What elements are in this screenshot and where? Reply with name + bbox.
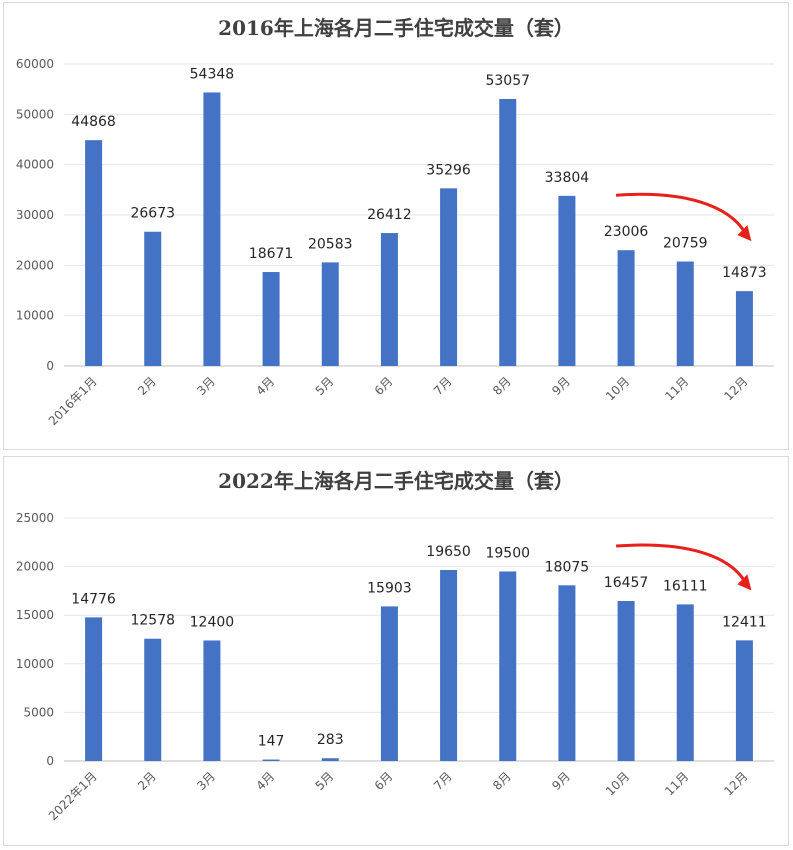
bar-6 — [380, 233, 398, 366]
bar-10 — [617, 601, 635, 761]
data-label: 18671 — [249, 246, 294, 262]
bar-4 — [262, 759, 280, 761]
bar-4 — [262, 272, 280, 366]
x-tick-label: 8月 — [490, 374, 514, 398]
x-tick-label: 12月 — [721, 769, 750, 798]
data-label: 54348 — [190, 66, 235, 82]
bar-5 — [321, 758, 339, 761]
trend-arrow-head — [737, 574, 752, 591]
x-tick-label: 2022年1月 — [46, 769, 100, 823]
x-tick-label: 3月 — [194, 374, 218, 398]
y-tick-label: 20000 — [16, 560, 54, 574]
x-tick-label: 11月 — [662, 374, 691, 403]
data-label: 19650 — [426, 544, 471, 560]
y-tick-label: 5000 — [23, 705, 54, 719]
bar-9 — [558, 585, 576, 761]
bar-12 — [735, 291, 753, 366]
y-tick-label: 0 — [46, 754, 54, 768]
y-tick-label: 40000 — [16, 158, 54, 172]
x-tick-label: 9月 — [549, 769, 573, 793]
bar-11 — [676, 604, 694, 761]
bar-10 — [617, 250, 635, 366]
data-label: 20759 — [663, 236, 708, 252]
y-tick-label: 10000 — [16, 657, 54, 671]
x-tick-label: 6月 — [372, 769, 396, 793]
bar-12 — [735, 640, 753, 761]
x-tick-label: 6月 — [372, 374, 396, 398]
bar-2 — [144, 231, 162, 366]
bar-9 — [558, 195, 576, 366]
bar-7 — [440, 188, 458, 366]
bar-8 — [499, 98, 517, 366]
y-tick-label: 60000 — [16, 57, 54, 71]
data-label: 12578 — [130, 613, 175, 629]
bar-1 — [85, 140, 103, 366]
data-label: 14873 — [722, 265, 767, 281]
data-label: 14776 — [71, 591, 116, 607]
data-label: 18075 — [545, 559, 590, 575]
bar-6 — [380, 606, 398, 761]
y-tick-label: 0 — [46, 359, 54, 373]
y-tick-label: 20000 — [16, 258, 54, 272]
y-tick-label: 25000 — [16, 511, 54, 525]
y-tick-label: 10000 — [16, 309, 54, 323]
data-label: 147 — [258, 734, 285, 750]
x-tick-label: 2月 — [135, 769, 159, 793]
bar-1 — [85, 617, 103, 761]
y-tick-label: 15000 — [16, 608, 54, 622]
data-label: 44868 — [71, 114, 116, 130]
x-tick-label: 5月 — [313, 374, 337, 398]
data-label: 16457 — [604, 575, 649, 591]
bar-3 — [203, 640, 221, 761]
x-tick-label: 3月 — [194, 769, 218, 793]
chart-2016: 2016年上海各月二手住宅成交量（套） 0 10000 20000 30000 4000… — [16, 16, 774, 428]
x-tick-label: 7月 — [431, 374, 455, 398]
chart-panel-2016: 2016年上海各月二手住宅成交量（套） 0 10000 20000 30000 4000… — [3, 2, 789, 450]
data-label: 283 — [317, 732, 344, 748]
y-tick-label: 30000 — [16, 208, 54, 222]
data-label: 20583 — [308, 236, 353, 252]
data-label: 26412 — [367, 207, 412, 223]
y-tick-label: 50000 — [16, 107, 54, 121]
bar-11 — [676, 261, 694, 366]
x-tick-label: 5月 — [313, 769, 337, 793]
trend-arrow-head — [737, 225, 752, 242]
bar-3 — [203, 92, 221, 367]
data-label: 15903 — [367, 580, 412, 596]
bar-2 — [144, 638, 162, 761]
x-tick-label: 9月 — [549, 374, 573, 398]
chart-title: 2022年上海各月二手住宅成交量（套） — [218, 469, 574, 493]
x-tick-label: 8月 — [490, 769, 514, 793]
x-tick-label: 11月 — [662, 769, 691, 798]
chart-title: 2016年上海各月二手住宅成交量（套） — [218, 16, 574, 40]
data-label: 33804 — [545, 170, 590, 186]
data-label: 16111 — [663, 578, 708, 594]
bar-5 — [321, 262, 339, 366]
data-label: 53057 — [485, 73, 530, 89]
x-tick-label: 12月 — [721, 374, 750, 403]
bar-7 — [440, 570, 458, 761]
x-tick-label: 10月 — [603, 374, 632, 403]
trend-arrow — [615, 543, 747, 584]
chart-panel-2022: 2022年上海各月二手住宅成交量（套） 0 5000 10000 15000 20000… — [3, 456, 789, 846]
x-tick-label: 4月 — [253, 769, 277, 793]
data-label: 26673 — [130, 206, 175, 222]
x-tick-label: 10月 — [603, 769, 632, 798]
trend-arrow — [615, 192, 747, 234]
x-tick-label: 7月 — [431, 769, 455, 793]
x-tick-label: 2016年1月 — [46, 374, 100, 428]
x-tick-label: 2月 — [135, 374, 159, 398]
data-label: 12411 — [722, 614, 767, 630]
bar-8 — [499, 571, 517, 761]
data-label: 19500 — [485, 545, 530, 561]
data-label: 35296 — [426, 162, 471, 178]
data-label: 12400 — [190, 614, 235, 630]
data-label: 23006 — [604, 224, 649, 240]
chart-2022: 2022年上海各月二手住宅成交量（套） 0 5000 10000 15000 20000… — [16, 469, 774, 823]
x-tick-label: 4月 — [253, 374, 277, 398]
